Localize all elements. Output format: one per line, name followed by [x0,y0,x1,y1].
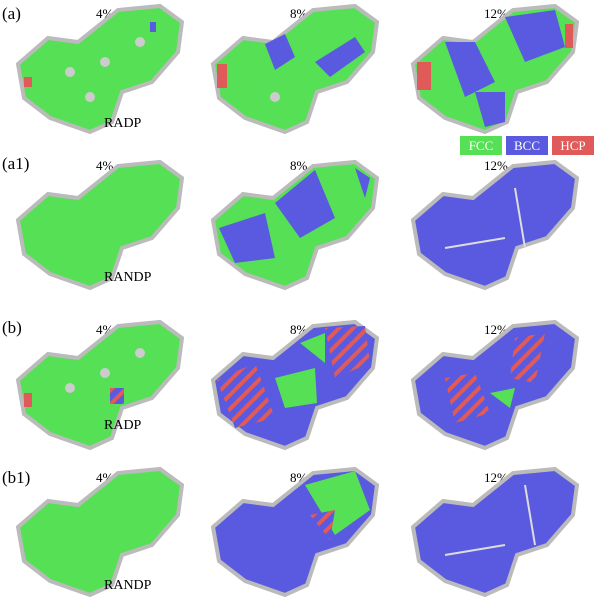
panel-b-4 [16,320,184,450]
legend-fcc: FCC [460,136,502,155]
panel-b-12 [411,320,579,450]
strain-label: 4% [96,158,114,173]
row-label-b: (b) [2,318,22,337]
simulation-type-label: RANDP [104,270,152,285]
row-label-a1: (a1) [2,154,30,173]
panel-a-8 [211,4,379,134]
panel-b-8 [211,320,379,450]
panel-a-4 [16,4,184,134]
panel-a-12 [411,4,579,134]
legend-hcp: HCP [552,136,594,155]
legend-bcc: BCC [506,136,548,155]
panel-a1-12 [411,160,579,290]
strain-label: 12% [484,158,508,173]
simulation-type-label: RANDP [104,578,152,593]
panel-b1-12 [411,467,579,597]
panel-a1-4 [16,160,184,290]
panel-a1-8 [211,160,379,290]
simulation-type-label: RADP [104,418,142,433]
strain-label: 8% [290,158,308,173]
simulation-type-label: RADP [104,116,142,131]
row-label-a: (a) [2,4,21,23]
panel-b1-8 [211,467,379,597]
panel-b1-4 [16,467,184,597]
row-label-b1: (b1) [2,468,31,487]
phase-legend: FCC BCC HCP [460,136,594,155]
